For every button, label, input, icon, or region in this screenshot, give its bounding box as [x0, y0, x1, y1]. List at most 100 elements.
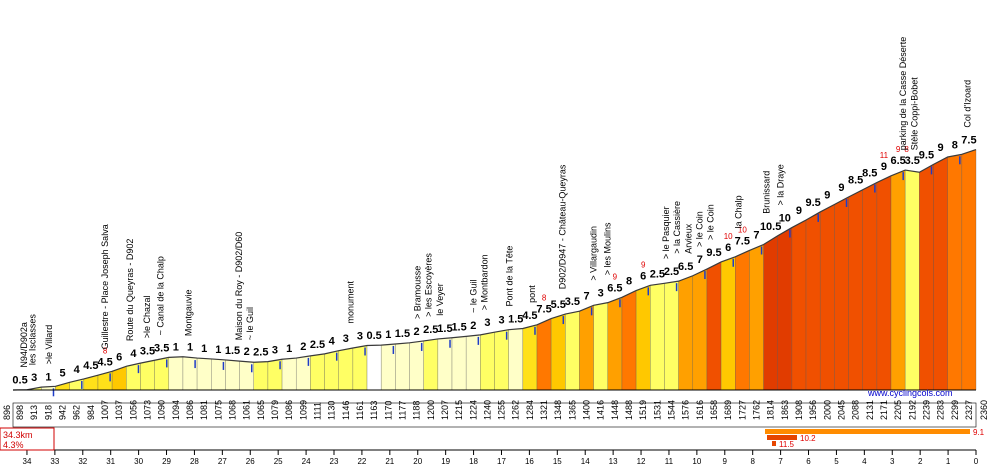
- gradient-label: 9: [824, 190, 830, 202]
- altitude-label: 1400: [582, 400, 592, 420]
- profile-segment: [253, 361, 269, 391]
- altitude-label: 1207: [440, 400, 450, 420]
- gradient-label: 9.5: [919, 149, 934, 161]
- profile-segment: [664, 280, 679, 391]
- altitude-label: 984: [86, 405, 96, 420]
- gradient-label: 3.5: [154, 342, 169, 354]
- climb-bar-label: 10.2: [800, 434, 816, 443]
- km-tick-label: 0: [974, 457, 979, 466]
- altitude-label: 1170: [383, 401, 393, 420]
- place-label: ~ le Guil: [468, 280, 478, 313]
- gradient-label: 1.5: [437, 323, 452, 335]
- km-tick-label: 3: [890, 457, 895, 466]
- altitude-label: 1519: [638, 400, 648, 420]
- km-tick-label: 20: [413, 457, 422, 466]
- climb-bar: [765, 429, 970, 434]
- altitude-label: 1086: [185, 400, 195, 420]
- altitude-label: 1065: [256, 400, 266, 420]
- profile-segment: [607, 297, 623, 391]
- gradient-label: 3: [357, 330, 363, 342]
- gradient-label: 4.5: [83, 360, 98, 372]
- place-label: Route du Queyras - D902: [125, 239, 135, 342]
- km-tick-label: 19: [441, 457, 450, 466]
- profile-top-line: [12, 149, 977, 391]
- km-tick-label: 7: [778, 457, 783, 466]
- km-tick-label: 31: [106, 457, 115, 466]
- altitude-label: 1658: [709, 400, 719, 420]
- gradient-label: 9: [938, 142, 944, 154]
- climb-bars: 9.1 10.2 11.5: [765, 428, 985, 449]
- place-label: ~ le Guil: [245, 307, 255, 340]
- profile-segment: [763, 235, 778, 391]
- altitude-label: 1321: [539, 400, 549, 420]
- altitude-label: 1146: [341, 401, 351, 420]
- summary-distance: 34.3km: [3, 430, 33, 440]
- altitude-label: 962: [72, 405, 82, 420]
- place-label: > la Draye: [775, 164, 785, 205]
- profile-segment: [565, 311, 580, 391]
- gradient-label: 3: [499, 315, 505, 327]
- gradient-label: 9: [838, 182, 844, 194]
- climb-bar-label: 11.5: [779, 440, 795, 449]
- altitude-label: 2239: [921, 400, 931, 420]
- gradient-label: 10.5: [760, 221, 781, 233]
- profile-segment: [919, 164, 934, 391]
- km-tick-label: 33: [50, 457, 59, 466]
- km-tick-label: 32: [78, 457, 87, 466]
- gradient-label: 8: [952, 139, 958, 151]
- altitude-label: 1079: [270, 400, 280, 420]
- km-tick-label: 24: [302, 457, 311, 466]
- altitude-label: 1081: [199, 400, 209, 420]
- max-gradient-label: 9: [896, 145, 901, 154]
- place-label: > les Escoyères: [424, 253, 434, 317]
- gradient-label: 3.5: [565, 296, 580, 308]
- km-tick-label: 10: [692, 457, 701, 466]
- profile-segment: [678, 275, 693, 391]
- gradient-label: 3.5: [905, 155, 920, 167]
- altitude-label: 2283: [936, 400, 946, 420]
- gradient-label: 10: [779, 213, 791, 225]
- altitude-label: 1161: [355, 401, 365, 420]
- profile-segment: [890, 169, 906, 391]
- profile-segment: [947, 154, 962, 391]
- place-label: Pont de la Tête: [505, 246, 515, 307]
- summary-box: [0, 427, 55, 451]
- profile-segment: [862, 182, 878, 391]
- gradient-label: 7: [753, 230, 759, 242]
- gradient-label: 7: [697, 254, 703, 266]
- profile-segment: [536, 318, 552, 391]
- altitude-label: 1200: [426, 400, 436, 420]
- km-tick-label: 12: [637, 457, 646, 466]
- gradient-label: 1.5: [395, 328, 410, 340]
- altitude-label: 1086: [284, 400, 294, 420]
- max-gradient-label: 10: [724, 232, 733, 241]
- profile-segment: [281, 357, 297, 391]
- km-tick-label: 18: [469, 457, 478, 466]
- km-tick-label: 17: [497, 457, 506, 466]
- km-tick-label: 27: [218, 457, 227, 466]
- gradient-label: 9.5: [706, 247, 721, 259]
- profile-segment: [791, 219, 807, 391]
- gradient-label: 3: [31, 372, 37, 384]
- km-tick-label: 16: [525, 457, 534, 466]
- altitude-label: 2131: [865, 400, 875, 420]
- altitude-label: 1224: [468, 400, 478, 420]
- altitude-label: 1007: [100, 400, 110, 420]
- gradient-label: 7.5: [735, 235, 750, 247]
- place-label: les Isclasses: [27, 314, 37, 366]
- gradient-label: 2: [300, 341, 306, 353]
- source-credit: www.cyclingcols.com: [867, 388, 953, 398]
- gradient-label: 1: [385, 329, 391, 341]
- gradient-label: 9: [881, 161, 887, 173]
- profile-segment: [720, 256, 736, 391]
- profile-segments: [12, 149, 977, 397]
- profile-segment: [621, 290, 637, 391]
- place-label: Arvieux: [683, 223, 693, 254]
- profile-segment: [508, 328, 523, 391]
- altitude-labels: 898 913 918 942 962 984 1007 1037 1056 1073 1090 10…: [2, 400, 989, 420]
- km-tick-label: 26: [246, 457, 255, 466]
- altitude-label: 918: [43, 405, 53, 420]
- altitude-label: 1177: [397, 401, 407, 420]
- max-gradient-label: 8: [904, 145, 909, 154]
